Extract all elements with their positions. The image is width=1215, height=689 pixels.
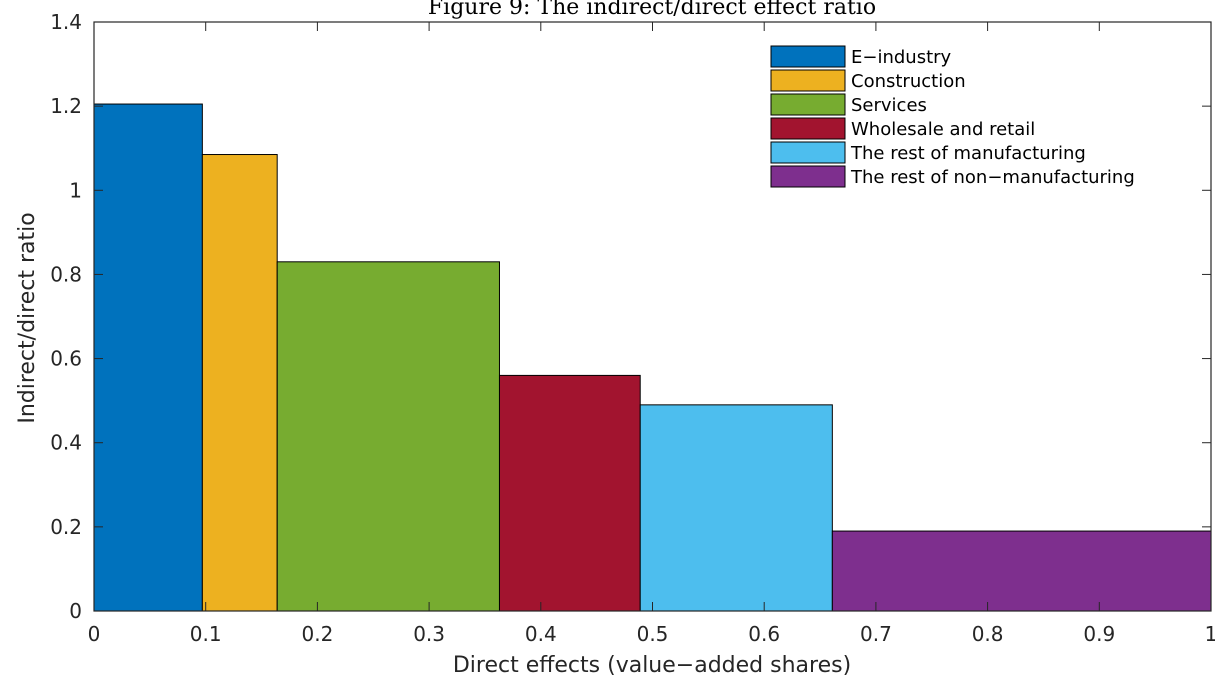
x-tick-label: 0.8 — [972, 622, 1004, 646]
y-tick-label: 0.6 — [50, 347, 82, 371]
x-tick-label: 0.5 — [637, 622, 669, 646]
y-axis-title: Indirect/direct ratio — [15, 212, 40, 423]
bar-5 — [831, 530, 1212, 612]
legend-swatch — [770, 69, 846, 92]
bar-1 — [201, 154, 278, 612]
legend-label: E−industry — [851, 47, 952, 68]
y-tick-label: 0.2 — [50, 515, 82, 539]
y-tick-label: 0 — [69, 599, 82, 623]
x-tick-label: 0.2 — [301, 622, 333, 646]
legend-label: Construction — [851, 71, 966, 92]
x-tick-label: 0 — [88, 622, 101, 646]
legend-swatch — [770, 141, 846, 164]
y-tick-label: 0.4 — [50, 431, 82, 455]
legend-swatch — [770, 93, 846, 116]
y-tick-label: 1.2 — [50, 94, 82, 118]
chart-title: Figure 9: The indirect/direct effect rat… — [428, 0, 876, 20]
x-tick-label: 0.3 — [413, 622, 445, 646]
x-tick-label: 0.6 — [748, 622, 780, 646]
bar-2 — [276, 261, 500, 612]
x-tick-label: 1 — [1205, 622, 1215, 646]
legend-swatch — [770, 165, 846, 188]
bars-layer — [93, 103, 1212, 612]
legend-label: Services — [851, 95, 927, 116]
y-tick-label: 1 — [69, 178, 82, 202]
legend-swatch — [770, 45, 846, 68]
legend-label: The rest of manufacturing — [850, 143, 1086, 164]
x-tick-label: 0.1 — [190, 622, 222, 646]
x-tick-label: 0.9 — [1083, 622, 1115, 646]
y-tick-label: 1.4 — [50, 10, 82, 34]
legend-label: The rest of non−manufacturing — [850, 167, 1135, 188]
bar-4 — [639, 404, 833, 612]
x-axis-title: Direct effects (value−added shares) — [453, 653, 851, 678]
bar-3 — [498, 374, 641, 612]
legend-swatch — [770, 117, 846, 140]
bar-0 — [93, 103, 203, 612]
x-tick-label: 0.4 — [525, 622, 557, 646]
x-tick-label: 0.7 — [860, 622, 892, 646]
legend-label: Wholesale and retail — [851, 119, 1035, 140]
ticks-layer: 0 0.1 0.2 0.3 0.4 0.5 0.6 0.7 0.8 0.9 1 0 0.2 0.4 0.6 0… — [50, 10, 1215, 646]
legend: E−industry Construction Services Wholesale … — [766, 42, 1202, 192]
y-tick-label: 0.8 — [50, 262, 82, 286]
